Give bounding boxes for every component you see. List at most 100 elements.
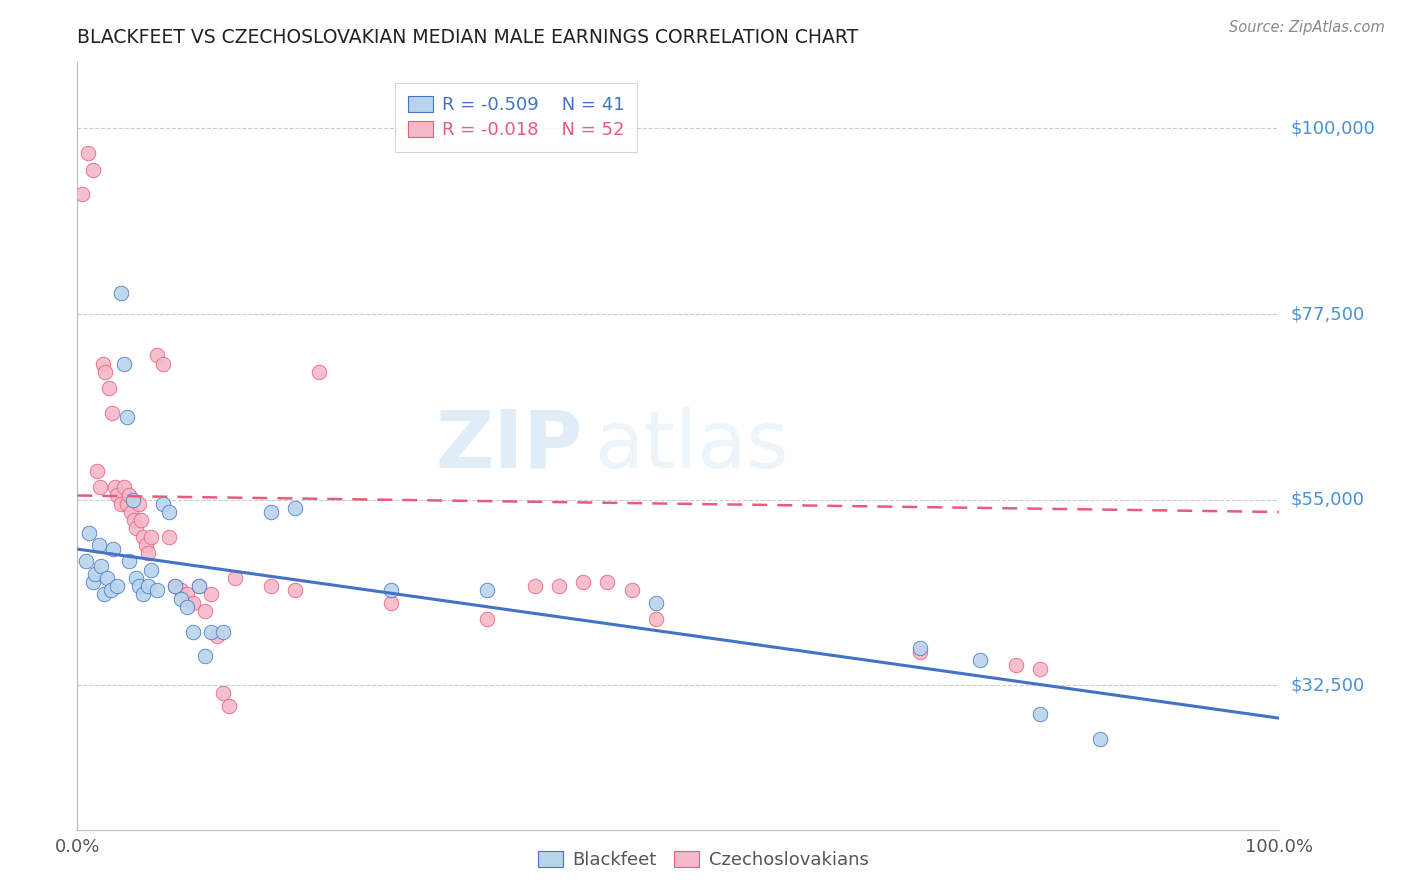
Point bbox=[125, 571, 148, 585]
Point bbox=[94, 365, 117, 379]
Point bbox=[170, 591, 193, 606]
Point bbox=[908, 641, 931, 656]
Point bbox=[163, 579, 186, 593]
Text: $100,000: $100,000 bbox=[1291, 120, 1375, 137]
Point bbox=[260, 579, 283, 593]
Point bbox=[145, 583, 167, 598]
Point bbox=[91, 357, 114, 371]
Point bbox=[176, 587, 198, 601]
Point bbox=[132, 530, 155, 544]
Point bbox=[1005, 657, 1028, 672]
Point bbox=[136, 579, 159, 593]
Text: $55,000: $55,000 bbox=[1291, 491, 1365, 508]
Point bbox=[260, 505, 283, 519]
Point bbox=[89, 480, 111, 494]
Point bbox=[135, 538, 157, 552]
Point bbox=[969, 653, 991, 667]
Point bbox=[118, 488, 141, 502]
Point bbox=[128, 579, 150, 593]
Point bbox=[308, 365, 330, 379]
Point bbox=[572, 575, 595, 590]
Point bbox=[120, 505, 142, 519]
Point bbox=[380, 596, 402, 610]
Point bbox=[101, 406, 124, 420]
Point bbox=[194, 604, 217, 618]
Text: BLACKFEET VS CZECHOSLOVAKIAN MEDIAN MALE EARNINGS CORRELATION CHART: BLACKFEET VS CZECHOSLOVAKIAN MEDIAN MALE… bbox=[77, 28, 859, 47]
Point bbox=[96, 571, 118, 585]
Point bbox=[548, 579, 571, 593]
Point bbox=[115, 410, 138, 425]
Point bbox=[205, 629, 228, 643]
Point bbox=[477, 612, 499, 626]
Text: ZIP: ZIP bbox=[434, 407, 582, 485]
Point bbox=[477, 583, 499, 598]
Point bbox=[90, 558, 112, 573]
Point bbox=[128, 497, 150, 511]
Point bbox=[181, 624, 204, 639]
Point bbox=[194, 649, 217, 664]
Point bbox=[112, 480, 135, 494]
Text: $32,500: $32,500 bbox=[1291, 676, 1365, 694]
Point bbox=[908, 645, 931, 659]
Point bbox=[596, 575, 619, 590]
Point bbox=[200, 624, 222, 639]
Point bbox=[110, 497, 132, 511]
Point bbox=[644, 612, 666, 626]
Point bbox=[1029, 662, 1052, 676]
Point bbox=[75, 554, 97, 568]
Point bbox=[112, 357, 135, 371]
Point bbox=[170, 583, 193, 598]
Point bbox=[284, 583, 307, 598]
Point bbox=[86, 464, 108, 478]
Point bbox=[187, 579, 209, 593]
Point bbox=[380, 583, 402, 598]
Point bbox=[157, 530, 180, 544]
Point bbox=[524, 579, 547, 593]
Text: $77,500: $77,500 bbox=[1291, 305, 1365, 323]
Point bbox=[129, 513, 152, 527]
Point bbox=[110, 286, 132, 301]
Point bbox=[77, 146, 100, 161]
Point bbox=[87, 538, 110, 552]
Point bbox=[104, 480, 127, 494]
Point bbox=[139, 563, 162, 577]
Point bbox=[82, 162, 104, 177]
Point bbox=[145, 348, 167, 362]
Point bbox=[132, 587, 155, 601]
Point bbox=[157, 505, 180, 519]
Point bbox=[152, 497, 174, 511]
Legend: Blackfeet, Czechoslovakians: Blackfeet, Czechoslovakians bbox=[529, 842, 877, 879]
Point bbox=[200, 587, 222, 601]
Point bbox=[122, 513, 145, 527]
Point bbox=[105, 579, 128, 593]
Point bbox=[1029, 707, 1052, 722]
Point bbox=[105, 488, 128, 502]
Legend: R = -0.509    N = 41, R = -0.018    N = 52: R = -0.509 N = 41, R = -0.018 N = 52 bbox=[395, 83, 637, 152]
Point bbox=[93, 587, 115, 601]
Text: atlas: atlas bbox=[595, 407, 789, 485]
Point bbox=[115, 497, 138, 511]
Point bbox=[1090, 731, 1112, 746]
Point bbox=[79, 525, 101, 540]
Point bbox=[70, 187, 93, 202]
Point bbox=[97, 381, 120, 395]
Point bbox=[84, 566, 107, 581]
Point bbox=[82, 575, 104, 590]
Point bbox=[224, 571, 246, 585]
Point bbox=[187, 579, 209, 593]
Point bbox=[284, 500, 307, 515]
Point bbox=[176, 599, 198, 614]
Point bbox=[136, 546, 159, 560]
Point bbox=[218, 698, 240, 713]
Text: Source: ZipAtlas.com: Source: ZipAtlas.com bbox=[1229, 20, 1385, 35]
Point bbox=[103, 542, 125, 557]
Point bbox=[152, 357, 174, 371]
Point bbox=[211, 686, 233, 700]
Point bbox=[125, 521, 148, 535]
Point bbox=[644, 596, 666, 610]
Point bbox=[121, 492, 143, 507]
Point bbox=[139, 530, 162, 544]
Point bbox=[100, 583, 122, 598]
Point bbox=[118, 554, 141, 568]
Point bbox=[211, 624, 233, 639]
